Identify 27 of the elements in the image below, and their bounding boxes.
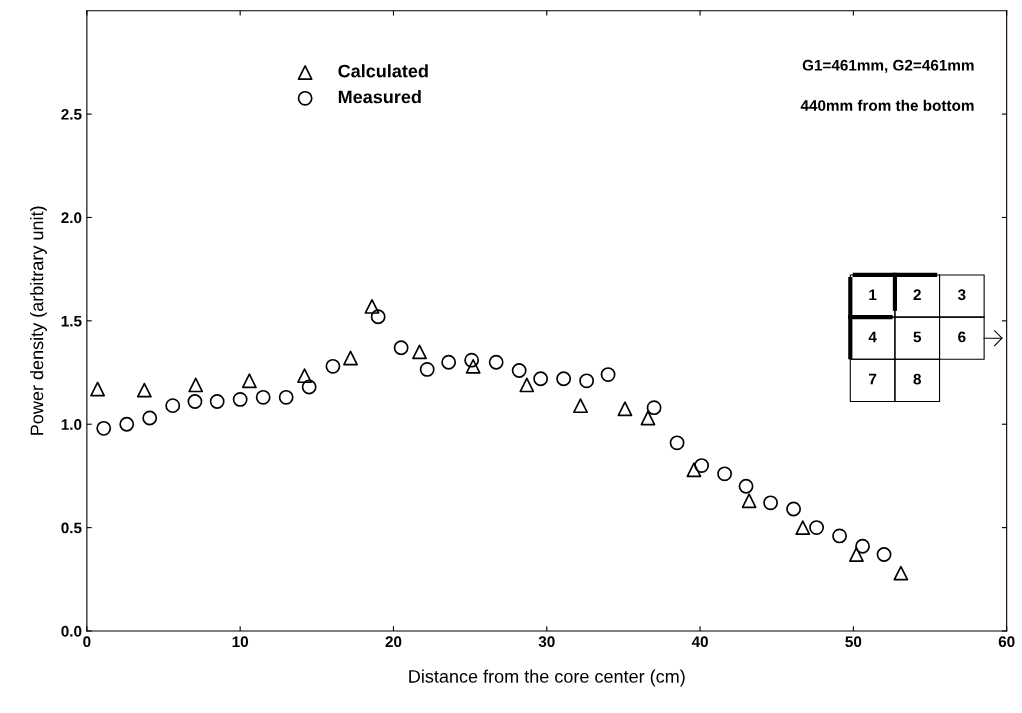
y-tick-label: 0.5 (61, 522, 82, 534)
x-axis-title: Distance from the core center (cm) (409, 669, 685, 687)
x-tick-label: 60 (998, 636, 1015, 648)
annotation: G1=461mm, G2=461mm (802, 59, 974, 73)
y-tick-label: 2.0 (61, 212, 82, 224)
y-tick-label: 1.5 (61, 315, 82, 327)
annotation: 5 (913, 331, 922, 343)
y-axis-title: Power density (arbitrary unit) (30, 206, 47, 435)
x-tick-label: 40 (691, 636, 708, 648)
x-tick-label: 50 (845, 636, 862, 648)
y-tick-label: 1.0 (61, 419, 82, 430)
y-tick-label: 0.0 (61, 625, 82, 637)
annotation: 7 (869, 373, 877, 385)
x-tick-label: 0 (83, 636, 91, 648)
annotation: 3 (957, 289, 966, 301)
annotation: 8 (913, 373, 921, 385)
legend-label: Calculated (338, 64, 428, 78)
annotation: 2 (913, 289, 921, 300)
annotation: 1 (869, 289, 877, 300)
annotation: 4 (868, 331, 877, 343)
x-tick-label: 30 (538, 636, 555, 648)
legend-label: Measured (338, 90, 421, 104)
x-tick-label: 10 (232, 636, 249, 648)
y-tick-label: 2.5 (61, 108, 82, 120)
annotation: 6 (958, 331, 966, 343)
x-tick-label: 20 (385, 636, 402, 648)
annotation: 440mm from the bottom (800, 99, 974, 111)
